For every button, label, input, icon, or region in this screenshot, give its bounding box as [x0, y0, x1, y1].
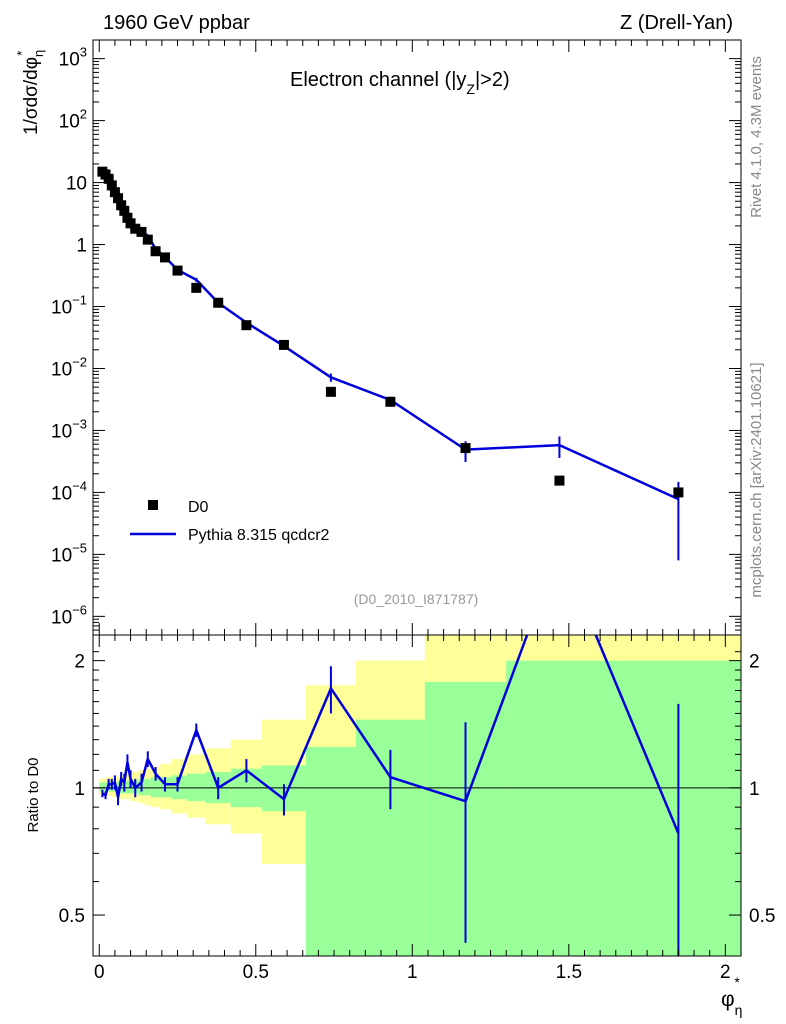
- d0-data-point: [160, 252, 170, 263]
- d0-data-point: [385, 396, 396, 407]
- mcplots-label: mcplots.cern.ch [arXiv:2401.10621]: [748, 362, 765, 597]
- x-tick-label: 0: [94, 962, 105, 983]
- pythia-main-line: [101, 171, 679, 501]
- ratio-band-green: [150, 777, 161, 798]
- x-tick-label: 1: [407, 962, 418, 983]
- x-tick-label: 2: [720, 962, 731, 983]
- title-sub: Z: [466, 81, 475, 97]
- axis-ticks: [93, 39, 741, 956]
- d0-data-point: [122, 212, 133, 223]
- main-y-label-text: 1/σdσ/dφ: [21, 57, 42, 135]
- main-panel-frame: [92, 39, 742, 636]
- legend-label-d0: D0: [188, 499, 209, 516]
- d0-data-point: [116, 200, 127, 211]
- ratio-panel-frame: [92, 634, 742, 957]
- main-plot-area: [97, 166, 684, 561]
- ratio-y-tick-label: 1: [74, 779, 85, 800]
- main-y-tick-label: 10−5: [51, 540, 87, 566]
- legend-marker-d0: [148, 500, 158, 510]
- main-y-tick-label: 102: [59, 107, 87, 133]
- legend: D0 Pythia 8.315 qcdcr2: [130, 499, 330, 544]
- main-y-axis-label: 1/σdσ/dφη*: [14, 50, 46, 135]
- d0-data-point: [191, 282, 202, 293]
- x-label-text: φ: [721, 988, 735, 1011]
- x-tick-label: 0.5: [243, 962, 269, 983]
- main-y-tick-label: 103: [59, 45, 87, 71]
- x-axis-label: φη *: [721, 974, 742, 1018]
- d0-data-point: [109, 187, 120, 198]
- analysis-id: (D0_2010_I871787): [354, 591, 479, 607]
- ratio-y-tick-label-right: 1: [749, 779, 760, 800]
- ratio-plot-area: [93, 635, 741, 956]
- d0-data-point: [241, 320, 252, 331]
- ratio-band-green: [171, 775, 187, 800]
- ratio-pythia-line: [101, 635, 680, 834]
- main-y-label-sup: *: [14, 51, 29, 56]
- d0-data-point: [554, 475, 565, 486]
- ratio-band-green: [506, 660, 616, 956]
- d0-data-point: [278, 339, 289, 350]
- d0-data-point: [130, 223, 141, 234]
- main-y-tick-label: 10−6: [51, 602, 87, 628]
- ratio-band-green: [144, 778, 151, 796]
- d0-data-point: [136, 226, 147, 237]
- x-label-sup: *: [734, 974, 740, 990]
- d0-data-point: [119, 205, 130, 216]
- ratio-y-tick-label-right: 0.5: [749, 906, 775, 927]
- d0-data-point: [106, 180, 117, 191]
- d0-data-point: [142, 234, 153, 245]
- ratio-band-green: [118, 780, 125, 794]
- ratio-y-tick-label-right: 2: [749, 652, 760, 673]
- ratio-band-green: [99, 782, 106, 792]
- ratio-band-green: [305, 746, 356, 956]
- main-panel-title: Electron channel (|yZ|>2): [290, 69, 510, 97]
- title-main: Electron channel (|y: [290, 69, 466, 91]
- ratio-y-axis-label: Ratio to D0: [25, 757, 42, 832]
- x-tick-label: 1.5: [556, 962, 582, 983]
- main-y-tick-label: 10−2: [51, 354, 87, 380]
- d0-data-point: [150, 246, 161, 257]
- ratio-y-tick-label: 2: [74, 652, 85, 673]
- title-end: |>2): [475, 69, 510, 91]
- d0-data-point: [125, 218, 136, 229]
- x-label-sub: η: [735, 1002, 743, 1018]
- main-y-tick-label: 10−1: [51, 293, 87, 319]
- main-y-tick-label: 10: [66, 174, 87, 195]
- rivet-label: Rivet 4.1.0, 4.3M events: [748, 56, 765, 218]
- legend-label-pythia: Pythia 8.315 qcdcr2: [188, 527, 330, 544]
- d0-data-point: [113, 193, 124, 204]
- d0-data-point: [673, 487, 684, 498]
- main-y-tick-label: 10−3: [51, 416, 87, 442]
- d0-data-point: [172, 265, 183, 276]
- energy-label: 1960 GeV ppbar: [103, 12, 250, 34]
- d0-data-point: [213, 297, 224, 308]
- main-y-label-sub: η: [31, 50, 46, 57]
- main-y-tick-label: 10−4: [51, 478, 87, 504]
- d0-data-point: [325, 386, 336, 397]
- d0-data-point: [460, 443, 471, 454]
- d0-data-point: [103, 173, 114, 184]
- ratio-band-green: [124, 780, 131, 794]
- main-y-tick-label: 1: [76, 236, 87, 257]
- ratio-y-tick-label: 0.5: [59, 906, 85, 927]
- process-label: Z (Drell-Yan): [620, 12, 733, 34]
